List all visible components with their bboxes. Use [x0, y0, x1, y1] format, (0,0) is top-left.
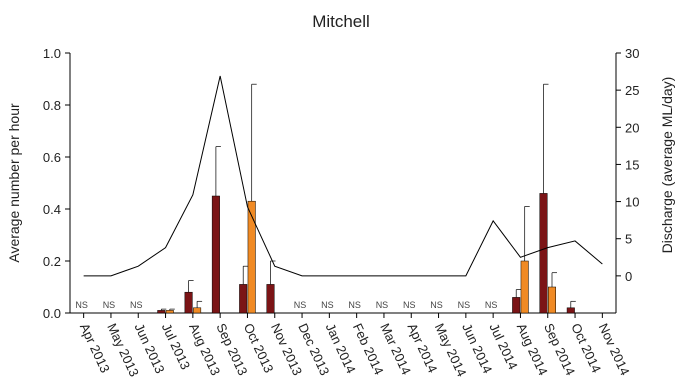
bar [157, 310, 166, 314]
bar [566, 307, 575, 314]
y2-tick-label: 5 [625, 232, 632, 247]
bar [539, 193, 548, 314]
ns-label: NS [294, 300, 307, 310]
y2-tick-label: 25 [625, 83, 639, 98]
y2-tick-label: 10 [625, 195, 639, 210]
bar [165, 310, 174, 314]
ns-label: NS [458, 300, 471, 310]
ns-label: NS [75, 300, 88, 310]
y-tick-label: 0.6 [43, 150, 61, 165]
y-tick-label: 0.8 [43, 98, 61, 113]
y2-tick-label: 30 [625, 46, 639, 61]
y2-tick-label: 15 [625, 157, 639, 172]
ns-label: NS [321, 300, 334, 310]
bar [193, 307, 202, 314]
y2-tick-label: 20 [625, 120, 639, 135]
bar [266, 284, 275, 314]
ns-label: NS [403, 300, 416, 310]
ns-label: NS [376, 300, 389, 310]
bar [239, 284, 248, 314]
y-tick-label: 0.0 [43, 306, 61, 321]
ns-label: NS [430, 300, 443, 310]
ns-label: NS [485, 300, 498, 310]
bar [247, 200, 256, 314]
discharge-line [83, 75, 603, 277]
y-axis-label: Average number per hour [6, 103, 22, 263]
chart-title: Mitchell [312, 12, 370, 31]
y-tick-label: 1.0 [43, 46, 61, 61]
bar [211, 195, 220, 314]
bar [548, 286, 556, 314]
bar [512, 297, 521, 314]
bar [184, 291, 193, 314]
y2-axis-label: Discharge (average ML/day) [659, 77, 675, 254]
y-tick-label: 0.4 [43, 202, 61, 217]
ns-label: NS [130, 300, 143, 310]
ns-label: NS [103, 300, 116, 310]
bar [520, 260, 529, 314]
y-tick-label: 0.2 [43, 254, 61, 269]
y2-tick-label: 0 [625, 269, 632, 284]
ns-label: NS [348, 300, 361, 310]
